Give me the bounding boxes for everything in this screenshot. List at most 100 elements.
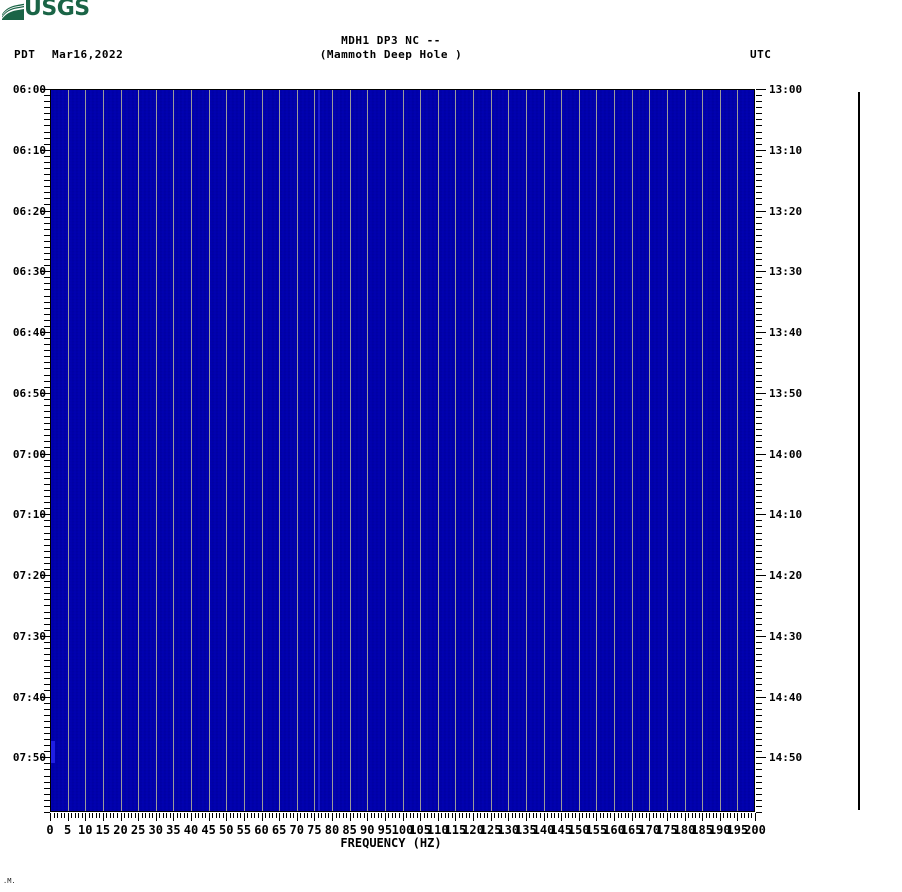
time-tick-minor-pdt: [44, 793, 50, 795]
frequency-tick-label: 125: [479, 823, 502, 837]
frequency-tick-major: [155, 813, 157, 821]
time-tick-minor-utc: [756, 277, 762, 279]
frequency-tick-label: 55: [236, 823, 252, 837]
time-tick-minor-utc: [756, 253, 762, 255]
time-tick-major-utc: [756, 514, 766, 516]
time-tick-minor-pdt: [44, 289, 50, 291]
time-tick-minor-utc: [756, 593, 762, 595]
time-tick-minor-pdt: [44, 544, 50, 546]
frequency-tick-label: 80: [324, 823, 340, 837]
time-tick-minor-utc: [756, 198, 762, 200]
frequency-tick-label: 160: [603, 823, 625, 837]
frequency-tick-minor: [522, 813, 524, 818]
time-tick-minor-utc: [756, 465, 762, 467]
frequency-tick-minor: [201, 813, 203, 818]
frequency-tick-minor: [92, 813, 94, 818]
time-tick-minor-pdt: [44, 222, 50, 224]
frequency-tick-minor: [709, 813, 711, 818]
time-tick-minor-pdt: [44, 617, 50, 619]
time-tick-minor-utc: [756, 496, 762, 498]
time-tick-major-pdt: [40, 635, 50, 637]
frequency-tick-minor: [106, 813, 108, 818]
frequency-tick-major: [437, 813, 439, 821]
frequency-tick-minor: [109, 813, 111, 818]
frequency-tick-minor: [233, 813, 235, 818]
timezone-label-left: PDT: [14, 48, 36, 61]
frequency-tick-label: 25: [130, 823, 146, 837]
time-tick-minor-utc: [756, 265, 762, 267]
frequency-tick-minor: [353, 813, 355, 818]
time-tick-minor-utc: [756, 204, 762, 206]
time-tick-minor-utc: [756, 125, 762, 127]
frequency-tick-minor: [169, 813, 171, 818]
frequency-tick-minor: [652, 813, 654, 818]
time-tick-major-utc: [756, 757, 766, 759]
frequency-tick-minor: [571, 813, 573, 818]
frequency-tick-minor: [592, 813, 594, 818]
frequency-tick-major: [261, 813, 263, 821]
frequency-tick-label: 140: [532, 823, 555, 837]
frequency-tick-label: 5: [64, 823, 72, 837]
frequency-tick-minor: [342, 813, 344, 818]
time-tick-minor-utc: [756, 587, 762, 589]
frequency-tick-label: 10: [78, 823, 93, 837]
time-tick-major-utc: [756, 271, 766, 273]
frequency-tick-major: [561, 813, 563, 821]
time-tick-minor-pdt: [44, 629, 50, 631]
frequency-tick-minor: [166, 813, 168, 818]
time-tick-major-pdt: [40, 575, 50, 577]
time-tick-minor-pdt: [44, 125, 50, 127]
frequency-tick-minor: [582, 813, 584, 818]
frequency-tick-major: [508, 813, 510, 821]
time-tick-minor-pdt: [44, 812, 50, 813]
time-tick-minor-pdt: [44, 216, 50, 218]
frequency-tick-minor: [642, 813, 644, 818]
time-tick-minor-utc: [756, 483, 762, 485]
time-tick-minor-utc: [756, 739, 762, 741]
frequency-tick-minor: [215, 813, 217, 818]
time-label-utc: 13:40: [769, 326, 803, 340]
time-tick-minor-utc: [756, 398, 762, 400]
time-tick-minor-utc: [756, 745, 762, 747]
time-tick-minor-utc: [756, 629, 762, 631]
frequency-tick-minor: [99, 813, 101, 818]
frequency-tick-label: 195: [726, 823, 749, 837]
time-tick-minor-utc: [756, 423, 762, 425]
time-tick-minor-pdt: [44, 131, 50, 133]
frequency-tick-minor: [265, 813, 267, 818]
frequency-tick-major: [243, 813, 245, 821]
time-tick-minor-utc: [756, 374, 762, 376]
time-tick-minor-pdt: [44, 508, 50, 510]
frequency-tick-major: [402, 813, 404, 821]
frequency-tick-minor: [712, 813, 714, 818]
frequency-tick-minor: [198, 813, 200, 818]
frequency-tick-minor: [430, 813, 432, 818]
frequency-tick-minor: [303, 813, 305, 818]
usgs-logo: USGS: [2, 0, 94, 22]
time-tick-minor-utc: [756, 720, 762, 722]
time-tick-minor-pdt: [44, 781, 50, 783]
time-tick-minor-pdt: [44, 107, 50, 109]
time-tick-minor-utc: [756, 319, 762, 321]
frequency-tick-minor: [374, 813, 376, 818]
time-tick-minor-pdt: [44, 605, 50, 607]
frequency-tick-major: [67, 813, 69, 821]
time-tick-minor-pdt: [44, 137, 50, 139]
frequency-tick-minor: [286, 813, 288, 818]
time-tick-minor-pdt: [44, 593, 50, 595]
time-tick-minor-pdt: [44, 483, 50, 485]
frequency-tick-minor: [134, 813, 136, 818]
time-tick-minor-pdt: [44, 95, 50, 97]
time-tick-major-utc: [756, 696, 766, 698]
time-tick-minor-pdt: [44, 471, 50, 473]
time-tick-minor-utc: [756, 581, 762, 583]
time-tick-minor-pdt: [44, 174, 50, 176]
time-tick-minor-utc: [756, 368, 762, 370]
time-label-utc: 14:40: [769, 690, 803, 704]
frequency-tick-minor: [423, 813, 425, 818]
frequency-tick-minor: [324, 813, 326, 818]
frequency-tick-minor: [388, 813, 390, 818]
frequency-tick-minor: [448, 813, 450, 818]
frequency-tick-minor: [145, 813, 147, 818]
time-tick-minor-pdt: [44, 374, 50, 376]
